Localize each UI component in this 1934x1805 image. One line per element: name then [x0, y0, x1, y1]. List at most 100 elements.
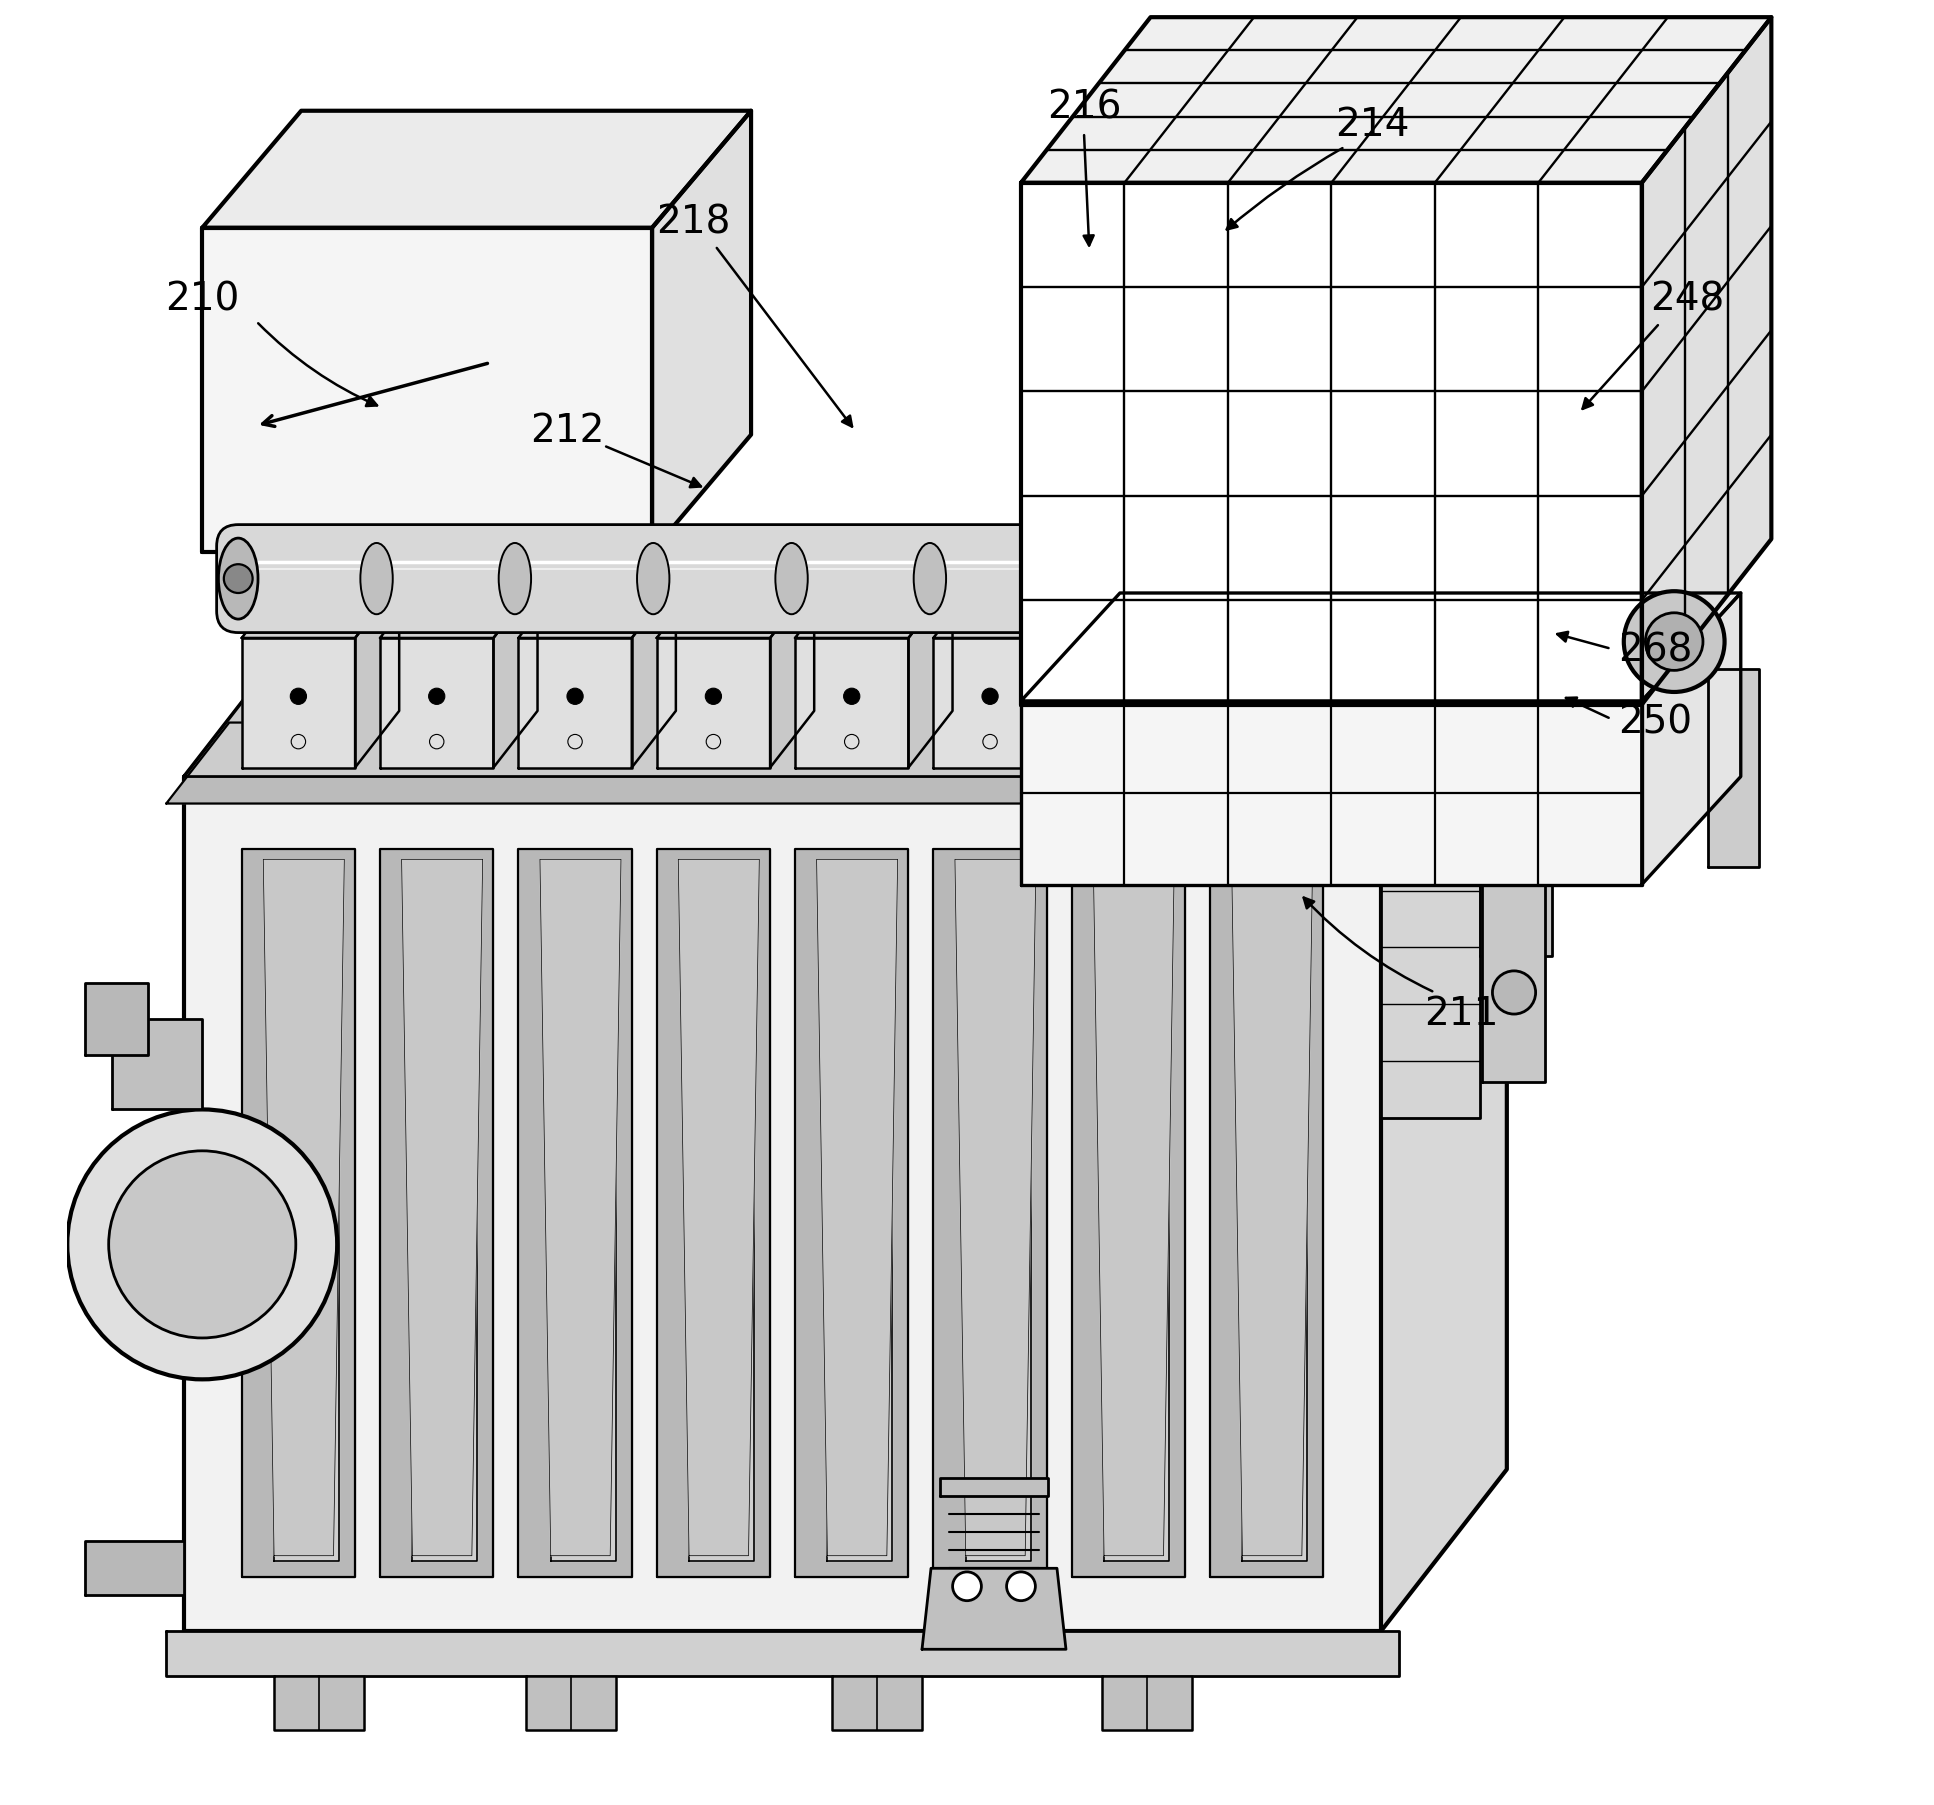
- Polygon shape: [652, 110, 750, 552]
- Polygon shape: [940, 1478, 1048, 1496]
- Polygon shape: [1480, 866, 1551, 957]
- Polygon shape: [1211, 637, 1323, 767]
- Polygon shape: [85, 1541, 184, 1596]
- Text: 216: 216: [1046, 88, 1122, 126]
- Polygon shape: [85, 984, 149, 1056]
- Circle shape: [1493, 971, 1536, 1014]
- Text: 250: 250: [1619, 704, 1692, 742]
- Polygon shape: [540, 859, 621, 1556]
- Polygon shape: [816, 859, 897, 1556]
- Polygon shape: [934, 637, 1046, 767]
- Polygon shape: [934, 581, 1091, 637]
- Text: 210: 210: [164, 282, 240, 319]
- Polygon shape: [412, 865, 478, 1561]
- Polygon shape: [1021, 700, 1642, 884]
- Polygon shape: [1452, 641, 1507, 695]
- Circle shape: [953, 1572, 981, 1601]
- Polygon shape: [1242, 865, 1307, 1561]
- Polygon shape: [658, 581, 814, 637]
- Polygon shape: [263, 859, 344, 1556]
- Polygon shape: [1381, 776, 1480, 1119]
- Ellipse shape: [1189, 543, 1222, 614]
- Polygon shape: [1211, 848, 1323, 1578]
- Polygon shape: [1211, 581, 1367, 637]
- Polygon shape: [242, 581, 398, 637]
- Circle shape: [1120, 688, 1137, 704]
- Polygon shape: [402, 859, 484, 1556]
- Polygon shape: [1071, 848, 1186, 1578]
- Polygon shape: [1021, 594, 1741, 700]
- Circle shape: [1259, 688, 1275, 704]
- Polygon shape: [832, 1677, 923, 1731]
- Polygon shape: [242, 637, 356, 767]
- Polygon shape: [1071, 637, 1186, 767]
- Circle shape: [224, 565, 253, 594]
- Polygon shape: [923, 1569, 1066, 1650]
- Polygon shape: [934, 848, 1046, 1578]
- Polygon shape: [1186, 581, 1230, 767]
- Text: 212: 212: [530, 412, 605, 449]
- Polygon shape: [518, 637, 632, 767]
- Polygon shape: [1642, 18, 1772, 704]
- Polygon shape: [965, 865, 1031, 1561]
- Polygon shape: [184, 776, 1381, 1632]
- Circle shape: [429, 688, 445, 704]
- Polygon shape: [275, 1677, 364, 1731]
- Polygon shape: [356, 581, 398, 767]
- Polygon shape: [518, 848, 632, 1578]
- Polygon shape: [275, 865, 338, 1561]
- Polygon shape: [658, 848, 770, 1578]
- Polygon shape: [1021, 182, 1642, 704]
- Text: 268: 268: [1619, 632, 1692, 670]
- Polygon shape: [242, 848, 356, 1578]
- Circle shape: [1006, 1572, 1035, 1601]
- Polygon shape: [1708, 668, 1758, 866]
- Circle shape: [108, 1152, 296, 1338]
- Polygon shape: [379, 848, 493, 1578]
- Ellipse shape: [360, 543, 393, 614]
- Polygon shape: [184, 614, 1507, 776]
- Polygon shape: [203, 227, 652, 552]
- Polygon shape: [955, 859, 1037, 1556]
- Ellipse shape: [636, 543, 669, 614]
- Polygon shape: [166, 1632, 1398, 1677]
- Polygon shape: [551, 865, 615, 1561]
- Polygon shape: [1071, 581, 1230, 637]
- Ellipse shape: [913, 543, 946, 614]
- Ellipse shape: [1329, 543, 1362, 614]
- Circle shape: [1646, 612, 1704, 670]
- Text: 248: 248: [1650, 282, 1723, 319]
- Polygon shape: [679, 859, 760, 1556]
- Circle shape: [567, 688, 584, 704]
- Text: 218: 218: [656, 204, 731, 242]
- Polygon shape: [1642, 594, 1741, 884]
- Circle shape: [290, 688, 306, 704]
- Polygon shape: [658, 637, 770, 767]
- Polygon shape: [1102, 1677, 1191, 1731]
- Polygon shape: [770, 581, 814, 767]
- Circle shape: [982, 688, 998, 704]
- Polygon shape: [518, 581, 675, 637]
- Polygon shape: [184, 614, 1507, 776]
- Polygon shape: [379, 637, 493, 767]
- Polygon shape: [689, 865, 754, 1561]
- Polygon shape: [795, 581, 953, 637]
- Polygon shape: [1381, 614, 1507, 1632]
- Circle shape: [68, 1110, 337, 1379]
- Circle shape: [843, 688, 861, 704]
- Polygon shape: [112, 1020, 203, 1110]
- Polygon shape: [379, 581, 538, 637]
- Polygon shape: [795, 637, 909, 767]
- Polygon shape: [526, 1677, 617, 1731]
- Ellipse shape: [776, 543, 808, 614]
- Text: 211: 211: [1425, 995, 1499, 1032]
- Ellipse shape: [499, 543, 532, 614]
- Polygon shape: [909, 581, 953, 767]
- Ellipse shape: [222, 543, 255, 614]
- Polygon shape: [1046, 581, 1091, 767]
- Polygon shape: [493, 581, 538, 767]
- Polygon shape: [632, 581, 675, 767]
- Polygon shape: [1104, 865, 1168, 1561]
- Polygon shape: [795, 848, 909, 1578]
- Polygon shape: [166, 722, 1462, 803]
